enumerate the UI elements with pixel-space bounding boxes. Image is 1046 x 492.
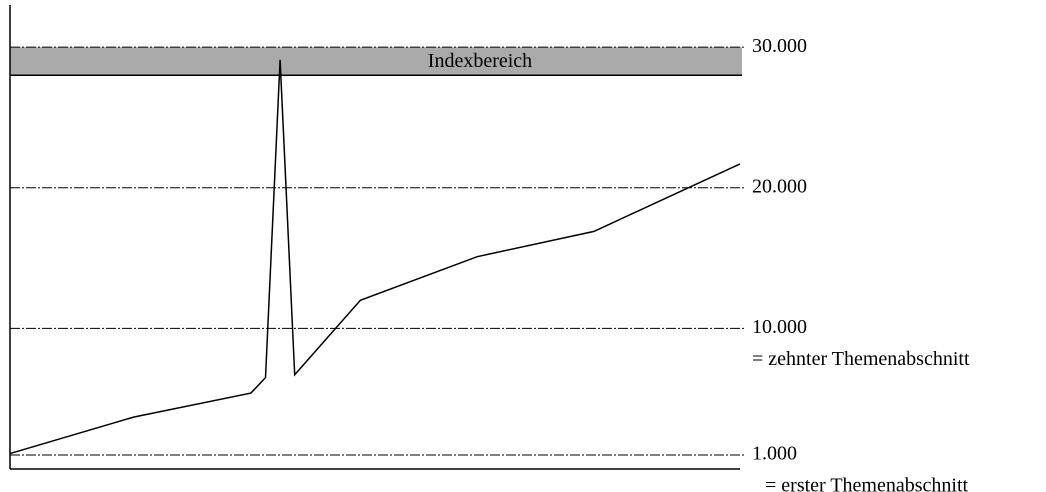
band-label: Indexbereich [428,50,532,72]
y-tick-label: 30.000 [752,35,807,57]
y-tick-label: 1.000 [752,443,797,465]
y-tick-label: 10.000 [752,316,807,338]
y-tick-label: 20.000 [752,175,807,197]
annotation: = zehnter Themenabschnitt [752,348,970,370]
index-band [10,47,742,76]
data-line [9,59,741,455]
annotation: = erster Themenabschnitt [765,475,969,492]
